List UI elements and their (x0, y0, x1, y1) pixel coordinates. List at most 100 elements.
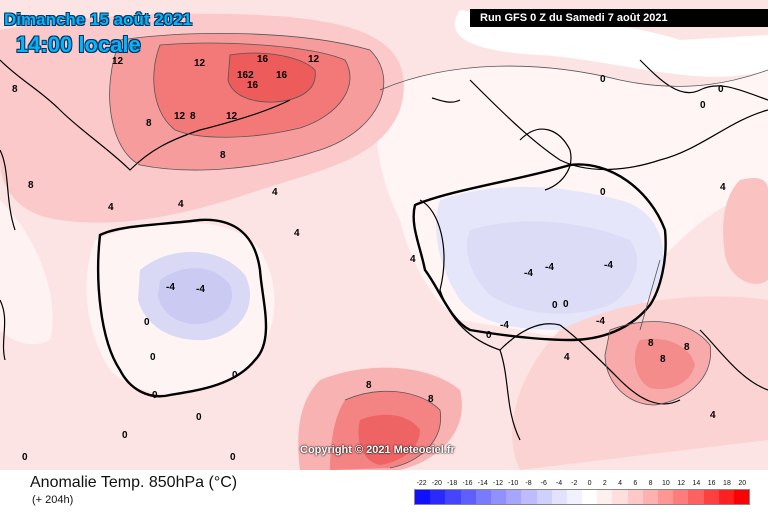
legend-label: 10 (661, 480, 670, 487)
legend-color-cell (612, 490, 628, 504)
legend-color-cell (703, 490, 719, 504)
svg-text:0: 0 (486, 330, 492, 341)
svg-text:8: 8 (220, 150, 226, 161)
svg-text:8: 8 (684, 342, 690, 353)
svg-text:0: 0 (150, 352, 156, 363)
svg-text:-4: -4 (524, 268, 533, 279)
forecast-lead-time: (+ 204h) (32, 494, 74, 506)
svg-text:4: 4 (710, 410, 716, 421)
legend-label: 18 (723, 480, 731, 487)
svg-text:4: 4 (294, 228, 300, 239)
svg-text:8: 8 (660, 354, 666, 365)
svg-text:0: 0 (152, 390, 158, 401)
svg-text:0: 0 (552, 300, 558, 311)
map-canvas: 12 16 12 162 16 16 12 8 12 8 12 8 4 4 4 … (0, 10, 768, 470)
temperature-anomaly-map: 12 16 12 162 16 16 12 8 12 8 12 8 4 4 4 … (0, 0, 768, 470)
svg-text:8: 8 (428, 394, 434, 405)
svg-text:0: 0 (22, 452, 28, 463)
chart-title: Anomalie Temp. 850hPa (°C) (30, 474, 238, 491)
legend-color-cell (658, 490, 674, 504)
svg-text:12: 12 (226, 111, 238, 122)
svg-text:8: 8 (12, 84, 18, 95)
legend-color-cell (490, 490, 507, 504)
legend-label: -8 (525, 480, 532, 487)
legend-color-cell (551, 490, 567, 504)
legend-label: 20 (738, 480, 747, 487)
svg-text:8: 8 (366, 380, 372, 391)
legend-color-cell (475, 490, 491, 504)
svg-text:-4: -4 (500, 320, 509, 331)
svg-text:4: 4 (178, 199, 184, 210)
svg-text:4: 4 (410, 254, 416, 265)
svg-text:-4: -4 (604, 260, 613, 271)
copyright-notice: Copyright © 2021 Meteociel.fr (300, 444, 455, 456)
legend-label: -18 (447, 480, 458, 487)
svg-text:0: 0 (144, 317, 150, 328)
svg-text:8: 8 (648, 338, 654, 349)
legend-label: 0 (587, 480, 592, 487)
legend-label: 6 (633, 480, 638, 487)
svg-text:16: 16 (276, 70, 288, 81)
legend-label: -4 (555, 480, 563, 487)
legend-label: 16 (707, 480, 716, 487)
svg-text:0: 0 (600, 187, 606, 198)
legend-label: 4 (618, 480, 623, 487)
legend-label: -12 (492, 480, 504, 487)
svg-text:0: 0 (122, 430, 128, 441)
legend-color-cell (521, 490, 537, 504)
legend-label: -6 (540, 480, 547, 487)
legend-label: -22 (416, 480, 427, 487)
svg-text:0: 0 (700, 100, 706, 111)
legend-color-cell (566, 490, 583, 504)
legend-color-cell (673, 490, 689, 504)
legend-color-cell (506, 490, 522, 504)
legend-color-cell (733, 490, 750, 504)
legend-color-cells (414, 489, 750, 505)
legend-label: -14 (477, 480, 488, 487)
svg-text:0: 0 (718, 84, 724, 95)
legend-label: -10 (508, 480, 519, 487)
legend-color-cell (597, 490, 613, 504)
svg-text:0: 0 (196, 412, 202, 423)
legend-label: 2 (602, 480, 607, 487)
legend-label: -20 (431, 480, 442, 487)
color-scale-legend: -22 -20 -18 -16 -14 -12 -10 -8 -6 -4 -2 0 2 4 6 8 10 12 14… (414, 479, 750, 505)
svg-text:0: 0 (600, 74, 606, 85)
svg-text:12: 12 (194, 58, 206, 69)
legend-label: 12 (677, 480, 686, 487)
svg-text:12: 12 (174, 111, 186, 122)
svg-text:12: 12 (308, 54, 320, 65)
legend-color-cell (642, 490, 658, 504)
svg-text:4: 4 (108, 202, 114, 213)
svg-text:16: 16 (247, 80, 259, 91)
legend-color-cell (415, 490, 431, 504)
legend-label: 14 (692, 480, 701, 487)
legend-color-cell (582, 490, 598, 504)
svg-text:-4: -4 (596, 316, 605, 327)
legend-color-cell (460, 490, 476, 504)
svg-text:12: 12 (112, 56, 124, 67)
svg-text:0: 0 (563, 299, 569, 310)
svg-text:4: 4 (564, 352, 570, 363)
svg-text:8: 8 (146, 118, 152, 129)
forecast-date: Dimanche 15 août 2021 (4, 10, 193, 29)
legend-color-cell (627, 490, 643, 504)
legend-labels: -22 -20 -18 -16 -14 -12 -10 -8 -6 -4 -2 0 2 4 6 8 10 12 14… (414, 479, 750, 489)
legend-color-cell (445, 490, 461, 504)
model-run-label: Run GFS 0 Z du Samedi 7 août 2021 (470, 9, 768, 27)
legend-color-cell (718, 490, 734, 504)
legend-label: -16 (462, 480, 473, 487)
legend-label: 8 (648, 480, 653, 487)
svg-text:4: 4 (272, 187, 278, 198)
svg-text:0: 0 (230, 452, 236, 463)
svg-text:8: 8 (190, 111, 196, 122)
legend-color-cell (688, 490, 704, 504)
anomaly-value-labels: 12 16 12 162 16 16 12 8 12 8 12 8 4 4 4 … (12, 54, 726, 463)
legend-color-cell (430, 490, 446, 504)
svg-text:4: 4 (720, 182, 726, 193)
forecast-time: 14:00 locale (16, 32, 141, 57)
legend-label: -2 (571, 480, 578, 487)
svg-text:0: 0 (232, 370, 238, 381)
svg-text:-4: -4 (196, 284, 205, 295)
legend-color-cell (536, 490, 552, 504)
